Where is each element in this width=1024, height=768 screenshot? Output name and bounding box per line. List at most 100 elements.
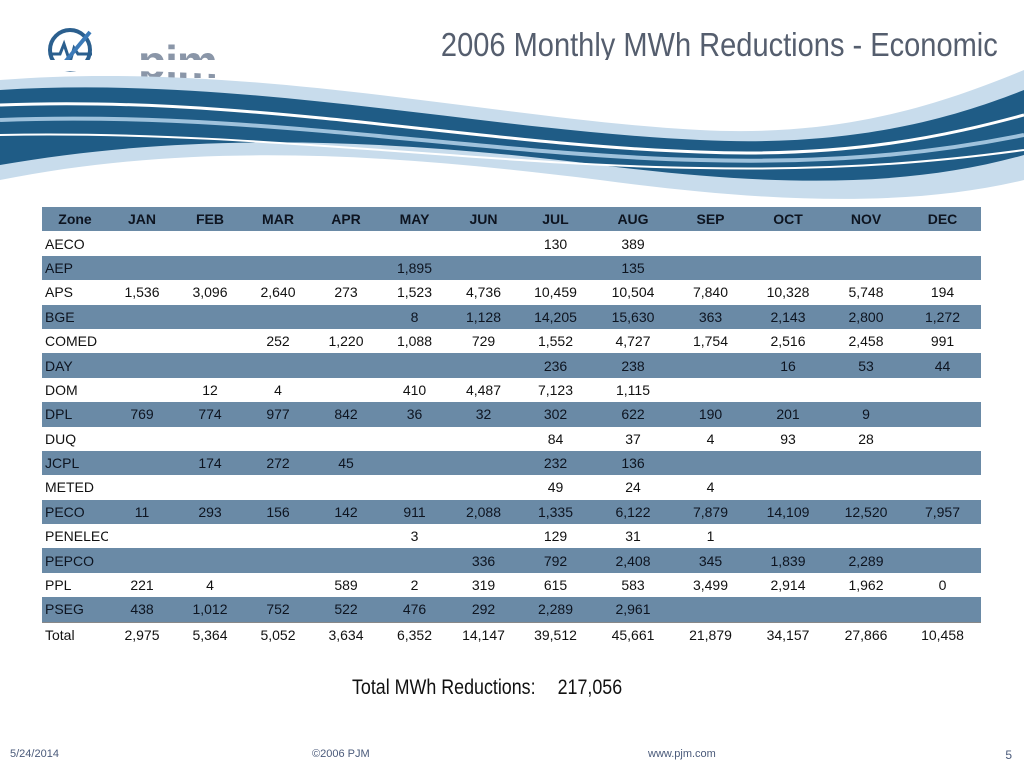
- value-cell: 389: [593, 231, 673, 256]
- value-cell: 4,487: [449, 377, 518, 403]
- value-cell: [244, 304, 312, 329]
- zone-cell: DPL: [42, 402, 108, 427]
- value-cell: [108, 548, 176, 573]
- table-row: AECO 130 389: [42, 231, 981, 256]
- value-cell: 7,840: [673, 280, 748, 305]
- value-cell: 273: [312, 280, 380, 305]
- value-cell: 174: [176, 450, 244, 476]
- value-cell: 28: [828, 426, 904, 451]
- value-cell: [828, 524, 904, 549]
- value-cell: 0: [904, 572, 981, 598]
- total-row: Total 2,975 5,364 5,052 3,634 6,352 14,147 39,5…: [42, 621, 981, 648]
- value-cell: 2,088: [449, 499, 518, 525]
- value-cell: 130: [518, 231, 593, 256]
- value-cell: 842: [312, 402, 380, 427]
- value-cell: 4: [673, 426, 748, 451]
- value-cell: [176, 475, 244, 500]
- value-cell: 236: [518, 353, 593, 378]
- zone-cell: PEPCO: [42, 548, 108, 573]
- value-cell: [828, 597, 904, 623]
- value-cell: 10,459: [518, 280, 593, 305]
- value-cell: 293: [176, 499, 244, 525]
- column-header: JAN: [108, 207, 176, 232]
- value-cell: 238: [593, 353, 673, 378]
- value-cell: 1: [673, 524, 748, 549]
- value-cell: 9: [828, 402, 904, 427]
- value-cell: 221: [108, 572, 176, 598]
- zone-cell: JCPL: [42, 450, 108, 476]
- value-cell: 583: [593, 572, 673, 598]
- value-cell: 2: [380, 572, 449, 598]
- value-cell: 2,516: [748, 328, 828, 354]
- value-cell: [176, 548, 244, 573]
- table-row: PPL 221 4 589 2 319 615 583 3,499 2,914 1,962 0: [42, 572, 981, 598]
- value-cell: 15,630: [593, 304, 673, 329]
- value-cell: 2,961: [593, 597, 673, 623]
- value-cell: [904, 548, 981, 573]
- value-cell: 1,523: [380, 280, 449, 305]
- value-cell: [904, 426, 981, 451]
- value-cell: [380, 548, 449, 573]
- value-cell: [673, 597, 748, 623]
- value-cell: 4,736: [449, 280, 518, 305]
- table-row: PENELEC 3 129 31 1: [42, 524, 981, 549]
- value-cell: 977: [244, 402, 312, 427]
- value-cell: [176, 524, 244, 549]
- total-label: Total: [42, 621, 108, 648]
- value-cell: 252: [244, 328, 312, 354]
- value-cell: [108, 426, 176, 451]
- value-cell: 4,727: [593, 328, 673, 354]
- value-cell: 37: [593, 426, 673, 451]
- value-cell: 12: [176, 377, 244, 403]
- value-cell: [904, 255, 981, 281]
- value-cell: 31: [593, 524, 673, 549]
- value-cell: [244, 255, 312, 281]
- zone-cell: DUQ: [42, 426, 108, 451]
- total-value: 6,352: [380, 621, 449, 648]
- total-value: 10,458: [904, 621, 981, 648]
- column-header: SEP: [673, 207, 748, 232]
- value-cell: [449, 231, 518, 256]
- table-header-row: Zone JAN FEB MAR APR MAY JUN JUL AUG SEP…: [42, 207, 981, 232]
- value-cell: 2,458: [828, 328, 904, 354]
- value-cell: [904, 231, 981, 256]
- value-cell: 272: [244, 450, 312, 476]
- value-cell: [904, 450, 981, 476]
- value-cell: [108, 450, 176, 476]
- value-cell: 476: [380, 597, 449, 623]
- page-number: 5: [1005, 748, 1012, 762]
- zone-cell: METED: [42, 475, 108, 500]
- value-cell: [176, 255, 244, 281]
- value-cell: [312, 304, 380, 329]
- table-row: DPL 769 774 977 842 36 32 302 622 190 201 9: [42, 402, 981, 427]
- value-cell: 4: [176, 572, 244, 598]
- value-cell: [312, 475, 380, 500]
- value-cell: [380, 475, 449, 500]
- value-cell: [312, 231, 380, 256]
- value-cell: [748, 597, 828, 623]
- column-header: MAR: [244, 207, 312, 232]
- value-cell: [904, 475, 981, 500]
- value-cell: 10,328: [748, 280, 828, 305]
- value-cell: 363: [673, 304, 748, 329]
- value-cell: [748, 475, 828, 500]
- value-cell: [108, 328, 176, 354]
- value-cell: [449, 524, 518, 549]
- value-cell: [904, 524, 981, 549]
- table-row: DUQ 84 37 4 93 28: [42, 426, 981, 451]
- value-cell: [748, 255, 828, 281]
- column-header: AUG: [593, 207, 673, 232]
- value-cell: [449, 255, 518, 281]
- value-cell: 49: [518, 475, 593, 500]
- value-cell: 6,122: [593, 499, 673, 525]
- value-cell: [244, 524, 312, 549]
- value-cell: [176, 304, 244, 329]
- value-cell: [380, 353, 449, 378]
- column-header: Zone: [42, 207, 108, 232]
- slide-title: 2006 Monthly MWh Reductions - Economic: [441, 26, 998, 63]
- total-value: 21,879: [673, 621, 748, 648]
- value-cell: 319: [449, 572, 518, 598]
- value-cell: 1,962: [828, 572, 904, 598]
- value-cell: [748, 450, 828, 476]
- value-cell: 769: [108, 402, 176, 427]
